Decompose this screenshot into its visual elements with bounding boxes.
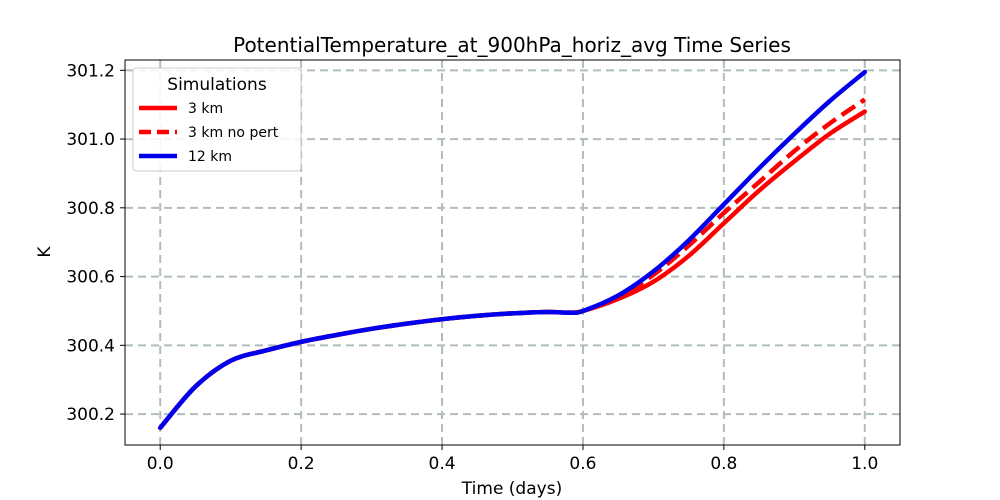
legend-label: 12 km (188, 149, 232, 165)
x-tick-label: 0.8 (710, 454, 737, 474)
legend-title: Simulations (167, 75, 267, 95)
legend: Simulations 3 km 3 km no pert 12 km (132, 67, 302, 172)
y-tick-label: 301.0 (66, 130, 115, 150)
series-line-12-km (157, 69, 868, 431)
series-layer (157, 69, 868, 431)
y-tick-label: 300.2 (66, 405, 115, 425)
legend-label: 3 km no pert (188, 125, 279, 141)
legend-entries: 3 km 3 km no pert 12 km (139, 101, 279, 165)
y-tick-label: 300.8 (66, 199, 115, 219)
plot-frame (124, 59, 901, 446)
x-tick-label: 1.0 (851, 454, 878, 474)
ticks: 0.0 0.2 0.4 0.6 0.8 1.0 300.2 300.4 300.6 300.8 30… (66, 61, 878, 474)
chart-title: PotentialTemperature_at_900hPa_horiz_avg… (233, 33, 791, 57)
x-axis-label: Time (days) (461, 479, 562, 499)
y-tick-label: 300.6 (66, 268, 115, 288)
x-tick-label: 0.0 (147, 454, 174, 474)
legend-box (132, 67, 302, 172)
y-tick-label: 300.4 (66, 336, 115, 356)
x-tick-label: 0.4 (429, 454, 456, 474)
x-tick-label: 0.6 (569, 454, 596, 474)
x-tick-label: 0.2 (288, 454, 315, 474)
y-tick-label: 301.2 (66, 61, 115, 81)
legend-label: 3 km (188, 101, 223, 117)
y-axis-label: K (35, 246, 55, 258)
